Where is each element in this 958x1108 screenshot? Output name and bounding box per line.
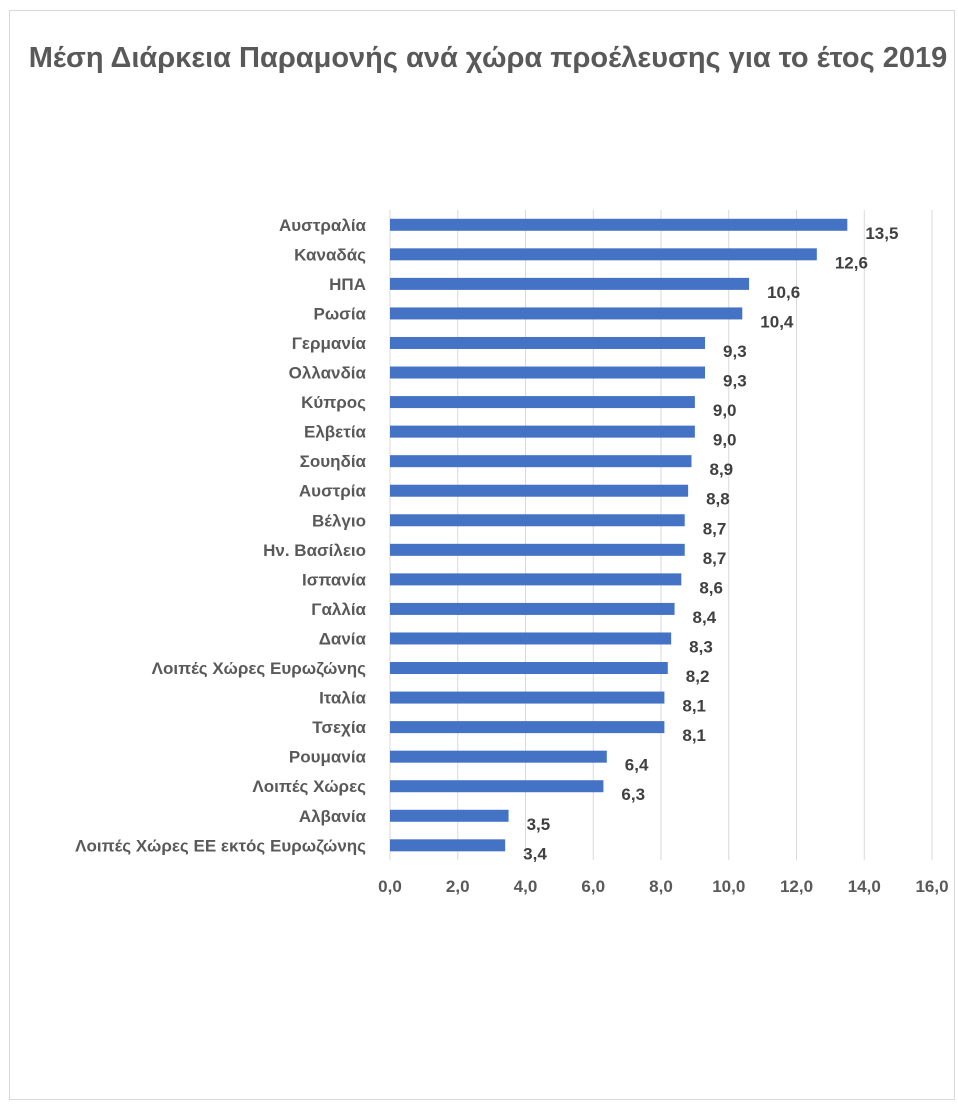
data-label: 8,3 bbox=[689, 637, 713, 656]
category-label: Ελβετία bbox=[304, 423, 367, 442]
bar bbox=[390, 514, 685, 527]
category-label: Δανία bbox=[319, 629, 367, 648]
category-label: Ρωσία bbox=[313, 304, 366, 323]
bar bbox=[390, 632, 672, 645]
bar bbox=[390, 218, 848, 231]
data-label: 8,7 bbox=[703, 549, 727, 568]
category-label: Ιταλία bbox=[319, 689, 366, 708]
data-label: 8,1 bbox=[682, 726, 706, 745]
bar bbox=[390, 248, 817, 261]
data-label: 8,7 bbox=[703, 519, 727, 538]
bar bbox=[390, 396, 695, 409]
category-label: Αλβανία bbox=[299, 807, 367, 826]
bar bbox=[390, 455, 692, 468]
data-label: 10,6 bbox=[767, 283, 800, 302]
category-label: Λοιπές Χώρες Ευρωζώνης bbox=[152, 659, 367, 678]
x-tick-label: 6,0 bbox=[581, 877, 605, 896]
bar bbox=[390, 691, 665, 704]
data-label: 8,4 bbox=[693, 608, 717, 627]
bar bbox=[390, 573, 682, 586]
bar bbox=[390, 336, 706, 349]
x-tick-label: 10,0 bbox=[712, 877, 745, 896]
data-label: 8,8 bbox=[706, 490, 730, 509]
data-label: 10,4 bbox=[760, 312, 794, 331]
x-tick-label: 0,0 bbox=[378, 877, 402, 896]
category-label: Λοιπές Χώρες ΕΕ εκτός Ευρωζώνης bbox=[75, 836, 366, 855]
bar bbox=[390, 277, 750, 290]
category-labels: Αυστραλία Καναδάς ΗΠΑ Ρωσία Γερμανία Ολλανδία… bbox=[75, 216, 366, 856]
category-label: Ην. Βασίλειο bbox=[263, 541, 366, 560]
data-label: 6,3 bbox=[621, 785, 645, 804]
chart-title: Μέση Διάρκεια Παραμονής ανά χώρα προέλευ… bbox=[28, 42, 948, 74]
bar bbox=[390, 662, 668, 675]
category-label: Καναδάς bbox=[294, 245, 366, 264]
data-label: 6,4 bbox=[625, 756, 649, 775]
category-label: Βέλγιο bbox=[312, 511, 366, 530]
category-label: Ολλανδία bbox=[289, 364, 367, 383]
bar bbox=[390, 721, 665, 734]
x-tick-label: 12,0 bbox=[780, 877, 813, 896]
category-label: Ρουμανία bbox=[289, 748, 367, 767]
data-label: 3,4 bbox=[523, 844, 547, 863]
x-tick-label: 4,0 bbox=[514, 877, 538, 896]
x-tick-label: 16,0 bbox=[915, 877, 948, 896]
bar bbox=[390, 366, 706, 379]
bar bbox=[390, 543, 685, 556]
data-label: 8,6 bbox=[699, 578, 723, 597]
data-label: 13,5 bbox=[865, 224, 898, 243]
data-labels: 13,5 12,6 10,6 10,4 9,3 9,3 9,0 9,0 8,9 8,8 8,7 8,7… bbox=[523, 224, 898, 864]
data-label: 8,1 bbox=[682, 697, 706, 716]
data-label: 9,0 bbox=[713, 431, 737, 450]
x-tick-label: 2,0 bbox=[446, 877, 470, 896]
bar bbox=[390, 484, 689, 497]
x-axis-tick-labels: 0,0 2,0 4,0 6,0 8,0 10,0 12,0 14,0 16,0 bbox=[378, 877, 948, 896]
bars bbox=[390, 218, 848, 852]
data-label: 8,9 bbox=[709, 460, 733, 479]
bar bbox=[390, 602, 675, 615]
category-label: Αυστρία bbox=[299, 482, 367, 501]
category-label: Σουηδία bbox=[300, 452, 367, 471]
category-label: Τσεχία bbox=[312, 718, 366, 737]
data-label: 8,2 bbox=[686, 667, 710, 686]
data-label: 9,3 bbox=[723, 372, 747, 391]
bar bbox=[390, 425, 695, 438]
bar bbox=[390, 839, 506, 852]
data-label: 12,6 bbox=[835, 253, 868, 272]
category-label: Λοιπές Χώρες bbox=[252, 777, 366, 796]
category-label: ΗΠΑ bbox=[329, 275, 366, 294]
bar bbox=[390, 307, 743, 320]
x-tick-label: 8,0 bbox=[649, 877, 673, 896]
data-label: 3,5 bbox=[527, 815, 551, 834]
category-label: Γερμανία bbox=[292, 334, 367, 353]
category-label: Αυστραλία bbox=[279, 216, 367, 235]
chart-area bbox=[9, 10, 955, 1100]
bar bbox=[390, 809, 509, 822]
data-label: 9,3 bbox=[723, 342, 747, 361]
category-label: Κύπρος bbox=[301, 393, 366, 412]
category-label: Ισπανία bbox=[302, 570, 367, 589]
bar bbox=[390, 780, 604, 793]
x-tick-label: 14,0 bbox=[848, 877, 881, 896]
data-label: 9,0 bbox=[713, 401, 737, 420]
category-label: Γαλλία bbox=[311, 600, 366, 619]
bar bbox=[390, 750, 607, 763]
